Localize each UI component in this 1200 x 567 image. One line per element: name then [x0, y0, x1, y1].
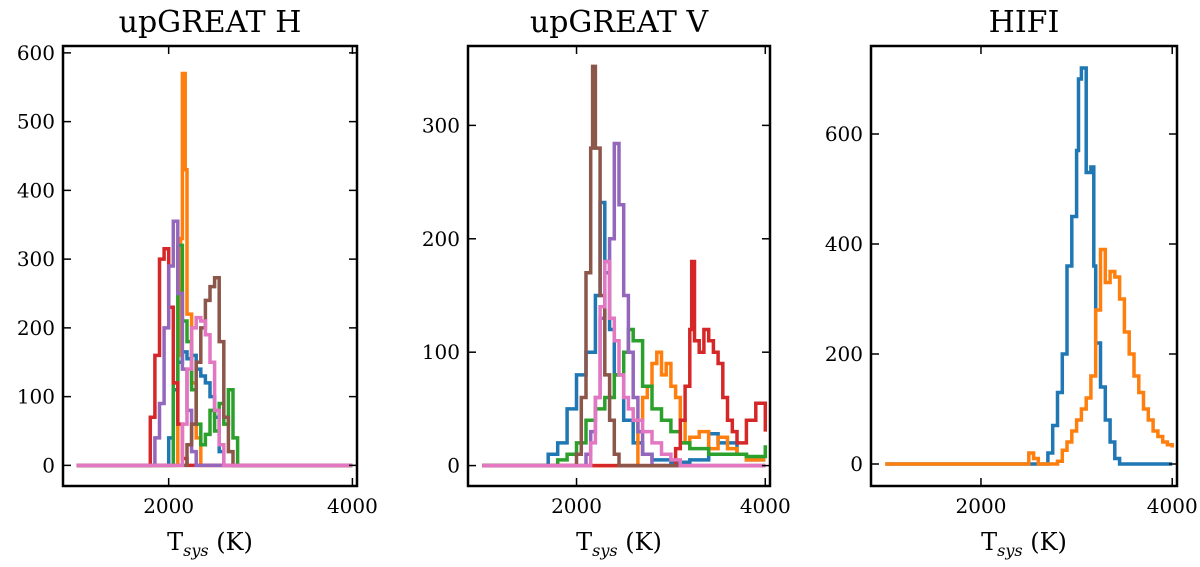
- panel-upgreat-h: 0 100 200 300 400 500 600 2000 4000 upGREAT H Tsys…: [17, 5, 378, 560]
- x-axis-label: Tsys (K): [981, 528, 1067, 560]
- x-tick-label: 4000: [1147, 494, 1198, 518]
- series-line-series-4: [482, 259, 768, 468]
- plot-frame: [869, 44, 1179, 488]
- y-tick-label: 200: [825, 342, 863, 366]
- series-line-series-6: [482, 64, 766, 468]
- x-tick-label: 4000: [740, 494, 791, 518]
- y-tick-label: 300: [422, 113, 460, 137]
- plot-frame: [466, 44, 772, 488]
- y-tick-label: 0: [850, 452, 863, 476]
- y-tick-label: 0: [42, 453, 55, 477]
- x-axis-label: Tsys (K): [167, 528, 253, 560]
- panel-upgreat-v: 0 100 200 300 2000 4000 upGREAT V Tsys (K): [422, 5, 791, 560]
- y-tick-label: 100: [422, 340, 460, 364]
- chart-title: upGREAT H: [119, 5, 302, 40]
- chart-title: HIFI: [989, 5, 1060, 40]
- series-line-series-6: [76, 275, 353, 468]
- y-tick-label: 0: [447, 454, 460, 478]
- x-axis-label: Tsys (K): [576, 528, 662, 560]
- y-tick-label: 200: [422, 227, 460, 251]
- series-line-series-5: [482, 141, 766, 468]
- y-tick-label: 400: [825, 232, 863, 256]
- x-tick-label: 4000: [327, 494, 378, 518]
- x-tick-label: 2000: [143, 494, 194, 518]
- y-tick-label: 500: [17, 110, 55, 134]
- series-line-series-7: [482, 259, 766, 468]
- plot-frame: [61, 44, 359, 488]
- y-tick-label: 400: [17, 178, 55, 202]
- y-tick-label: 300: [17, 247, 55, 271]
- series-group: [885, 66, 1174, 466]
- chart-title: upGREAT V: [530, 5, 710, 40]
- series-group: [482, 64, 768, 468]
- y-tick-label: 200: [17, 316, 55, 340]
- series-line-series-7: [76, 315, 353, 468]
- y-tick-label: 600: [825, 122, 863, 146]
- x-tick-label: 2000: [551, 494, 602, 518]
- x-tick-label: 2000: [956, 494, 1007, 518]
- series-line-series-3: [482, 327, 768, 468]
- series-line-series-1: [885, 66, 1173, 466]
- series-line-series-2: [885, 247, 1174, 466]
- panel-hifi: 0 200 400 600 2000 4000 HIFI Tsys (K): [825, 5, 1198, 560]
- series-line-series-2: [482, 350, 766, 468]
- y-tick-label: 100: [17, 385, 55, 409]
- y-tick-label: 600: [17, 41, 55, 65]
- series-group: [76, 71, 353, 468]
